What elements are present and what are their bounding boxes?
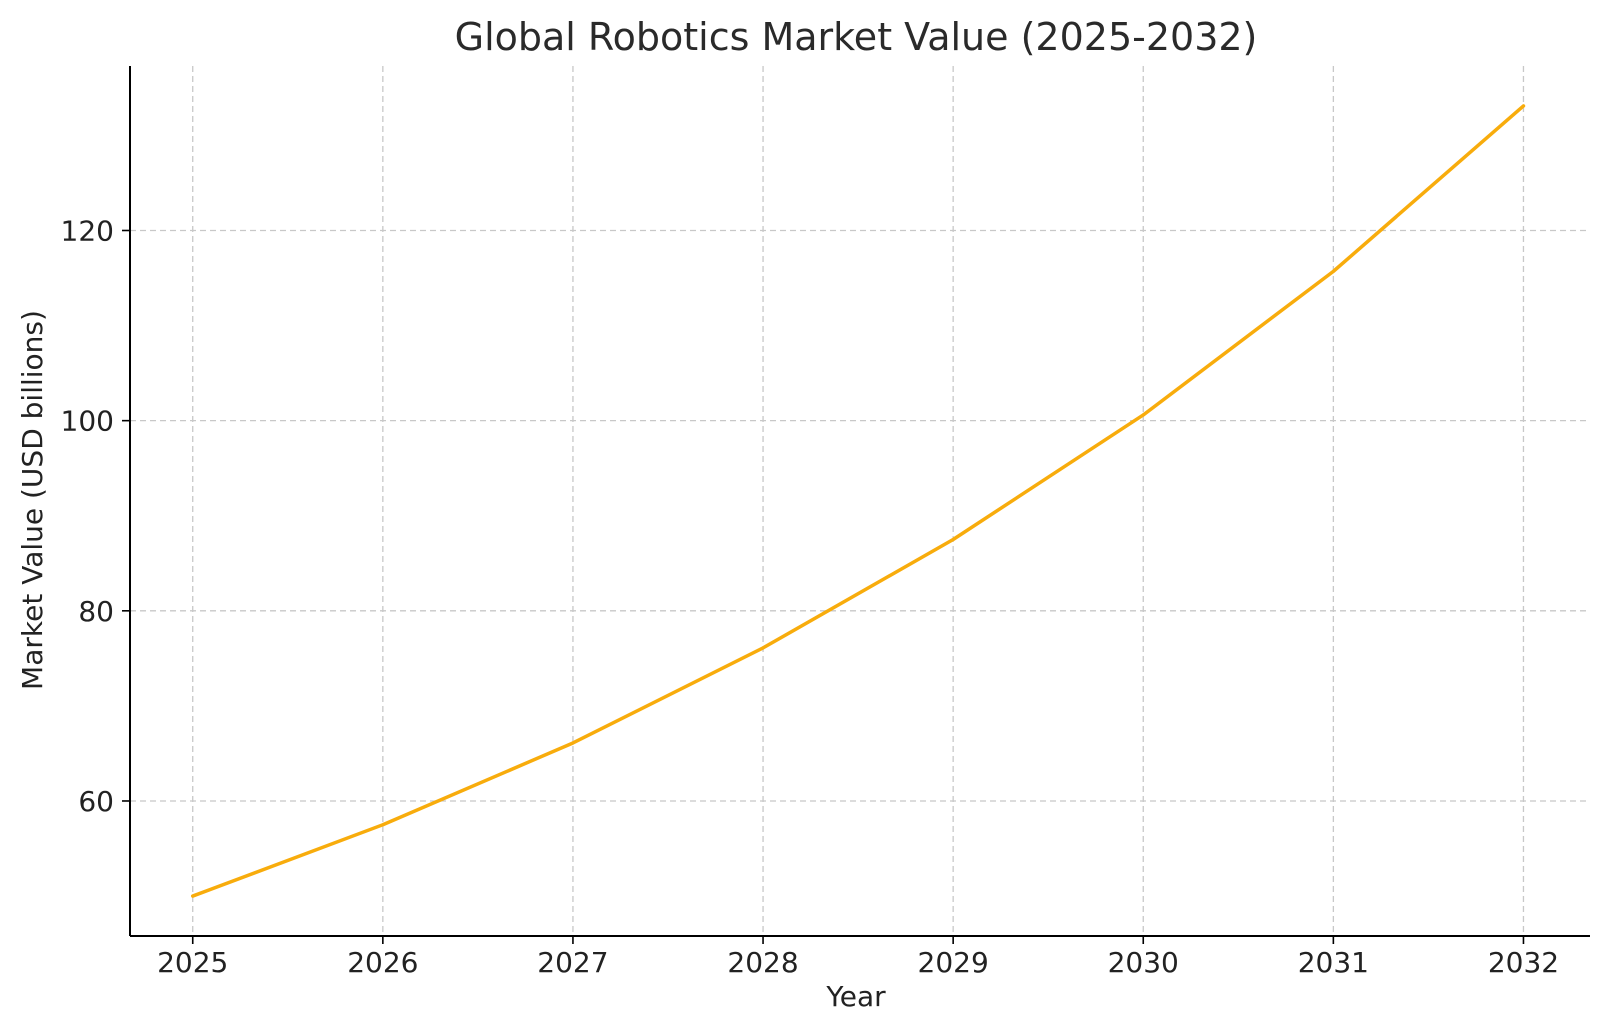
axes xyxy=(129,66,1590,937)
y-tick-label: 100 xyxy=(61,405,114,438)
y-axis-title: Market Value (USD billions) xyxy=(16,310,49,690)
ticks: 2025 2026 2027 2028 2029 2030 2031 2032 60 80 100 1… xyxy=(61,214,1560,979)
x-tick-label: 2026 xyxy=(347,946,418,979)
x-tick-label: 2027 xyxy=(537,946,608,979)
series-line xyxy=(190,104,1526,898)
y-tick-label: 120 xyxy=(61,214,114,247)
grid xyxy=(130,66,1590,936)
x-tick-label: 2025 xyxy=(157,946,228,979)
x-tick-label: 2032 xyxy=(1488,946,1559,979)
x-tick-label: 2030 xyxy=(1108,946,1179,979)
chart-title: Global Robotics Market Value (2025-2032) xyxy=(455,15,1258,59)
y-tick-label: 60 xyxy=(78,785,114,818)
x-tick-label: 2029 xyxy=(918,946,989,979)
series-lines xyxy=(190,104,1526,898)
y-tick-label: 80 xyxy=(78,595,114,628)
x-axis-title: Year xyxy=(825,980,886,1013)
x-tick-label: 2031 xyxy=(1298,946,1369,979)
x-tick-label: 2028 xyxy=(727,946,798,979)
